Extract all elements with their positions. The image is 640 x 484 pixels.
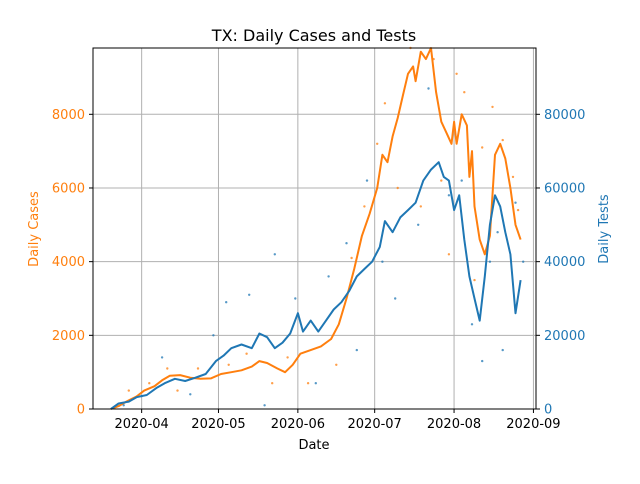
cases-point bbox=[501, 138, 504, 142]
y-left-tick-label: 2000 bbox=[52, 329, 85, 344]
tests-point bbox=[294, 297, 297, 300]
x-axis-label: Date bbox=[298, 438, 329, 453]
cases-point bbox=[511, 175, 515, 179]
tests-point bbox=[481, 359, 484, 363]
plot-frame bbox=[92, 47, 537, 410]
tests-point bbox=[488, 260, 492, 263]
cases-point bbox=[447, 253, 451, 256]
x-tick-label: 2020-06 bbox=[271, 417, 325, 432]
y-left-tick-label: 4000 bbox=[52, 255, 85, 270]
tests-point bbox=[140, 394, 143, 398]
tests-point bbox=[212, 334, 215, 337]
cases-point bbox=[396, 186, 399, 190]
cases-point bbox=[227, 363, 230, 366]
tests-point bbox=[447, 194, 451, 197]
cases-point bbox=[481, 146, 484, 149]
y-right-tick-label: 20000 bbox=[544, 329, 585, 344]
cases-point bbox=[350, 256, 353, 260]
cases-point bbox=[166, 367, 169, 370]
cases-point bbox=[440, 179, 443, 182]
y-axis-right-label: Daily Tests bbox=[597, 194, 612, 264]
cases-point bbox=[286, 356, 289, 359]
tests-point bbox=[189, 393, 192, 396]
tests-point bbox=[514, 201, 517, 204]
tests-point bbox=[345, 242, 348, 245]
tests-point bbox=[496, 231, 499, 234]
cases-point bbox=[419, 205, 422, 208]
tests-point bbox=[122, 404, 125, 407]
cases-point bbox=[383, 102, 387, 105]
x-tick-label: 2020-04 bbox=[114, 417, 168, 432]
tests-point bbox=[501, 348, 504, 352]
cases-line bbox=[110, 47, 522, 410]
y-right-tick-label: 60000 bbox=[544, 181, 585, 196]
tests-point bbox=[160, 356, 164, 359]
cases-point bbox=[271, 382, 274, 385]
tests-point bbox=[470, 323, 474, 326]
x-tick-label: 2020-07 bbox=[348, 417, 402, 432]
tests-point bbox=[263, 404, 266, 407]
cases-point bbox=[196, 367, 200, 370]
tests-line bbox=[110, 161, 522, 410]
cases-point bbox=[127, 389, 130, 392]
cases-point bbox=[376, 142, 379, 145]
tests-point bbox=[365, 179, 369, 182]
y-axis-left-label: Daily Cases bbox=[27, 191, 42, 267]
x-axis: 2020-04 2020-05 2020-06 2020-07 2020-08 2020-… bbox=[114, 409, 561, 432]
y-left-tick-label: 8000 bbox=[52, 108, 85, 123]
y-axis-right: 0 20000 40000 60000 80000 bbox=[536, 108, 585, 418]
cases-point bbox=[473, 278, 476, 282]
tests-point bbox=[427, 87, 430, 90]
y-right-tick-label: 80000 bbox=[544, 108, 585, 123]
tests-point bbox=[381, 260, 384, 263]
cases-point bbox=[335, 363, 338, 366]
cases-point bbox=[455, 72, 458, 76]
tests-point bbox=[248, 293, 251, 296]
cases-point bbox=[245, 352, 248, 355]
tests-point bbox=[314, 382, 317, 385]
tests-point bbox=[522, 260, 525, 263]
tests-point bbox=[327, 275, 330, 278]
cases-point bbox=[306, 382, 310, 385]
cases-point bbox=[491, 105, 494, 109]
y-right-tick-label: 0 bbox=[544, 403, 552, 418]
cases-point bbox=[363, 205, 366, 208]
y-left-tick-label: 0 bbox=[77, 403, 85, 418]
cases-point bbox=[516, 208, 520, 212]
x-tick-label: 2020-08 bbox=[427, 417, 481, 432]
cases-point bbox=[463, 91, 466, 94]
y-left-tick-label: 6000 bbox=[52, 181, 85, 196]
cases-point bbox=[148, 382, 151, 385]
chart-title: TX: Daily Cases and Tests bbox=[211, 26, 416, 45]
y-axis-left: 0 2000 4000 6000 8000 bbox=[52, 108, 93, 418]
tests-point bbox=[355, 348, 358, 352]
y-right-tick-label: 40000 bbox=[544, 255, 585, 270]
tests-point bbox=[394, 297, 397, 300]
x-tick-label: 2020-05 bbox=[191, 417, 245, 432]
x-tick-label: 2020-09 bbox=[506, 417, 560, 432]
cases-point bbox=[432, 57, 435, 61]
tests-point bbox=[273, 253, 276, 256]
cases-point bbox=[176, 389, 179, 392]
tests-point bbox=[417, 223, 420, 226]
tests-point bbox=[460, 179, 463, 182]
tests-point bbox=[225, 301, 228, 304]
plot-series bbox=[110, 46, 525, 410]
